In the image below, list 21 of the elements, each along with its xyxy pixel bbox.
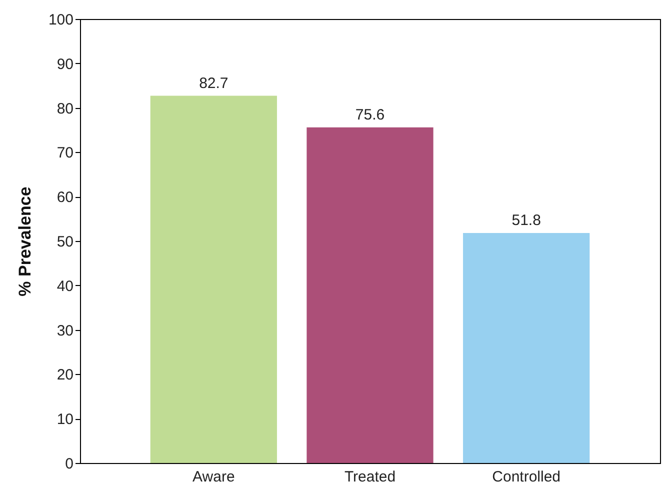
y-tick-label: 10 xyxy=(56,411,74,428)
y-tick-label: 70 xyxy=(56,144,74,162)
y-tick-label: 80 xyxy=(56,100,74,118)
y-tick-label: 0 xyxy=(65,456,74,472)
data-label: 75.6 xyxy=(355,106,385,124)
y-tick-label: 60 xyxy=(56,189,74,206)
x-tick-label: Aware xyxy=(192,468,235,486)
bar xyxy=(150,96,277,463)
y-tick-label: 90 xyxy=(56,56,74,73)
y-tick-label: 40 xyxy=(56,278,74,295)
y-tick-label: 20 xyxy=(56,366,74,384)
data-label: 82.7 xyxy=(199,74,228,92)
bar xyxy=(306,127,434,463)
y-tick-label: 50 xyxy=(56,234,74,250)
x-tick-label: Treated xyxy=(344,468,396,486)
y-axis-title: % Prevalence xyxy=(15,186,34,296)
y-tick-label: 100 xyxy=(48,12,74,28)
x-tick-label: Controlled xyxy=(492,468,561,486)
y-tick-label: 30 xyxy=(56,322,74,340)
bar xyxy=(463,233,590,463)
data-label: 51.8 xyxy=(512,212,541,230)
